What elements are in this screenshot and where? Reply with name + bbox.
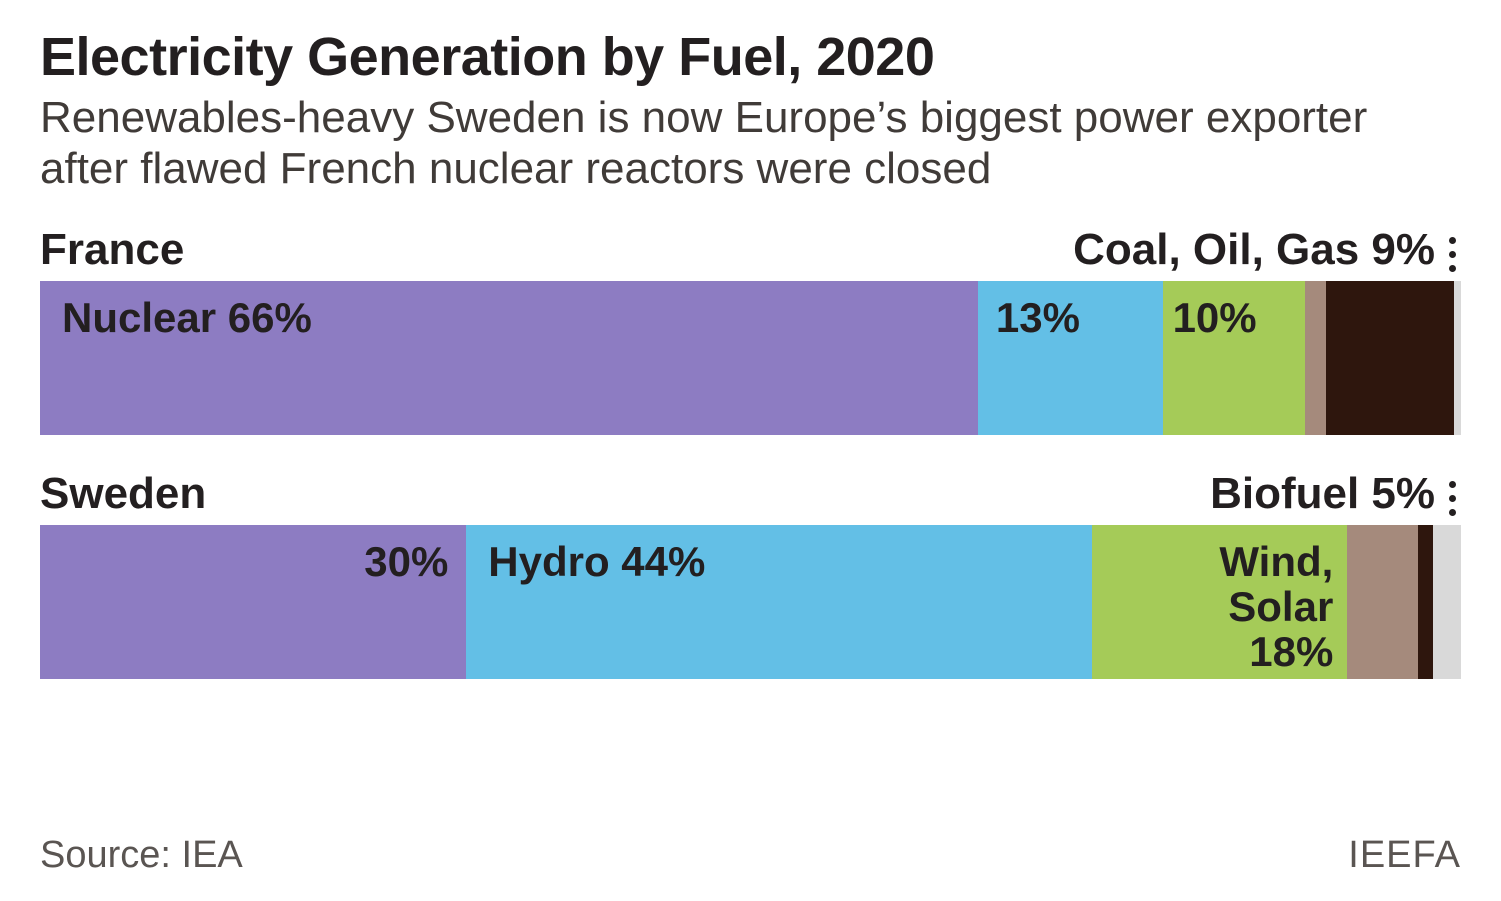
seg-sweden-windsolar: Wind,Solar 18%	[1092, 525, 1348, 679]
top-right-label-france: Coal, Oil, Gas 9%	[1073, 225, 1461, 275]
source-label: Source: IEA	[40, 834, 243, 877]
seg-label: Wind,Solar 18%	[1153, 539, 1333, 675]
seg-sweden-biofuel	[1347, 525, 1418, 679]
stacked-bar-france: Nuclear 66% 13% 10%	[40, 281, 1461, 435]
ellipsis-icon	[1445, 231, 1461, 275]
country-label-france: France	[40, 225, 184, 275]
top-right-text: Biofuel 5%	[1210, 469, 1435, 519]
seg-label: Hydro 44%	[488, 539, 705, 584]
seg-france-hydro: 13%	[978, 281, 1163, 435]
stacked-bar-sweden: 30% Hydro 44% Wind,Solar 18%	[40, 525, 1461, 679]
chart-subtitle: Renewables-heavy Sweden is now Europe’s …	[40, 93, 1461, 194]
brand-label: IEEFA	[1348, 834, 1461, 877]
seg-france-other	[1454, 281, 1461, 435]
seg-sweden-fossil	[1418, 525, 1432, 679]
chart-footer: Source: IEA IEEFA	[40, 834, 1461, 877]
chart-title: Electricity Generation by Fuel, 2020	[40, 28, 1461, 87]
seg-france-windsolar: 10%	[1163, 281, 1305, 435]
chart-block-france: France Coal, Oil, Gas 9% Nuclear 66% 13%…	[40, 225, 1461, 435]
country-label-sweden: Sweden	[40, 469, 206, 519]
seg-france-fossil	[1326, 281, 1454, 435]
seg-france-nuclear: Nuclear 66%	[40, 281, 978, 435]
seg-france-biofuel	[1305, 281, 1326, 435]
ellipsis-icon	[1445, 475, 1461, 519]
seg-label: 13%	[996, 295, 1080, 340]
seg-label: 30%	[364, 539, 448, 584]
seg-sweden-nuclear: 30%	[40, 525, 466, 679]
chart-block-sweden: Sweden Biofuel 5% 30% Hydro 44% Wind,Sol…	[40, 469, 1461, 679]
chart-header-sweden: Sweden Biofuel 5%	[40, 469, 1461, 519]
seg-label: Nuclear 66%	[62, 295, 312, 340]
chart-canvas: Electricity Generation by Fuel, 2020 Ren…	[0, 0, 1501, 901]
top-right-label-sweden: Biofuel 5%	[1210, 469, 1461, 519]
seg-sweden-other	[1433, 525, 1461, 679]
seg-sweden-hydro: Hydro 44%	[466, 525, 1091, 679]
seg-label: 10%	[1173, 295, 1257, 340]
chart-header-france: France Coal, Oil, Gas 9%	[40, 225, 1461, 275]
top-right-text: Coal, Oil, Gas 9%	[1073, 225, 1435, 275]
